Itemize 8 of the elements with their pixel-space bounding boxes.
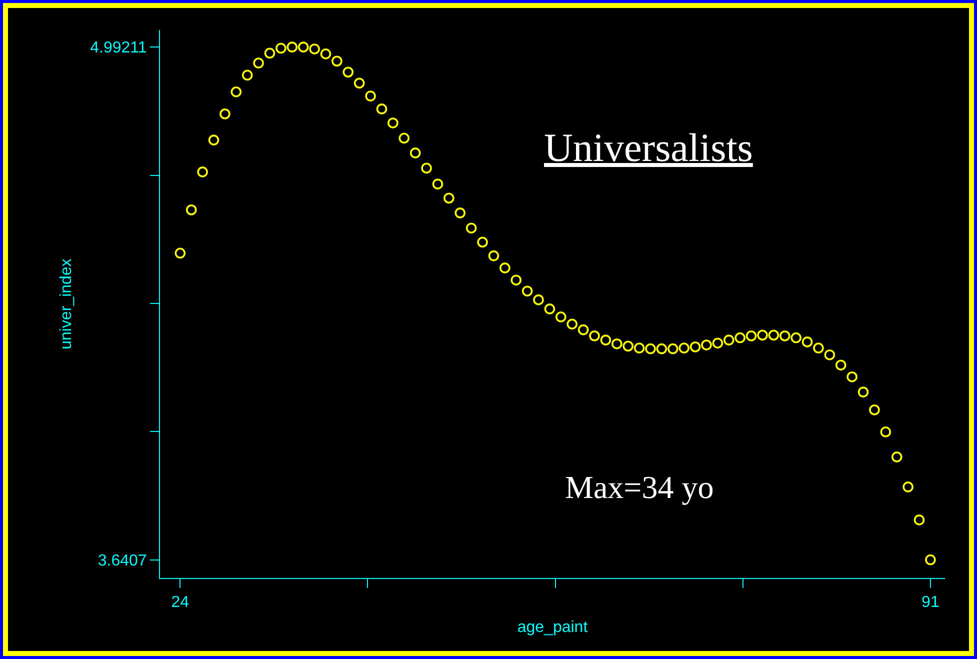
x-axis-title: age_paint [517, 618, 588, 636]
x-tick-label: 91 [922, 594, 940, 612]
annotation: Universalists [544, 125, 753, 170]
y-tick-label: 3.6407 [98, 552, 147, 570]
x-tick-label: 24 [171, 594, 190, 612]
y-tick-label: 4.99211 [90, 40, 147, 57]
annotation: Max=34 yo [565, 469, 714, 505]
y-axis-title: univer_index [58, 258, 76, 350]
